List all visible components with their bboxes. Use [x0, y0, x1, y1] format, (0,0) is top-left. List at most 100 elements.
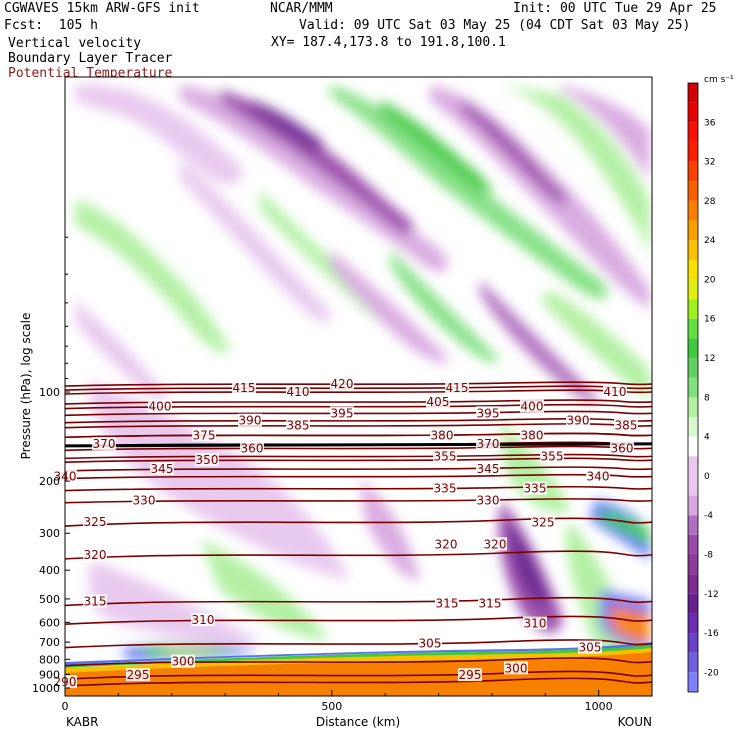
svg-text:320: 320 — [435, 537, 458, 551]
x-tick-label: 500 — [321, 700, 342, 713]
theta-contour — [65, 615, 652, 625]
theta-label: 370 — [92, 437, 116, 451]
theta-label: 415 — [232, 381, 256, 395]
theta-label: 375 — [192, 428, 216, 442]
colorbar-swatch — [688, 299, 698, 319]
theta-label: 345 — [476, 461, 500, 476]
colorbar-swatch — [688, 554, 698, 575]
colorbar-swatch — [688, 161, 698, 182]
svg-text:410: 410 — [604, 385, 627, 399]
tropopause-line — [65, 442, 652, 448]
svg-text:360: 360 — [241, 441, 264, 455]
svg-text:355: 355 — [541, 449, 564, 463]
theta-label: 345 — [150, 461, 174, 476]
svg-text:315: 315 — [436, 596, 459, 610]
theta-label: 330 — [132, 493, 156, 508]
theta-label: 320 — [83, 547, 107, 562]
svg-text:345: 345 — [151, 462, 174, 476]
theta-contour — [65, 399, 652, 405]
theta-label: 315 — [83, 594, 107, 608]
theta-label: 405 — [426, 394, 450, 409]
theta-label: 305 — [418, 636, 442, 651]
colorbar-swatch — [688, 672, 698, 692]
colorbar-swatch — [688, 200, 698, 221]
field-vertical-velocity: Vertical velocity — [8, 36, 142, 51]
colorbar-swatch — [688, 652, 698, 673]
svg-text:420: 420 — [331, 377, 354, 391]
colorbar-swatch — [688, 279, 698, 300]
colorbar-swatch — [688, 83, 698, 103]
theta-label: 335 — [433, 481, 457, 496]
theta-contour — [65, 432, 652, 439]
left-endpoint-label: KABR — [66, 715, 98, 729]
colorbar-swatch — [688, 574, 698, 594]
theta-label: 355 — [540, 449, 564, 463]
svg-text:375: 375 — [193, 428, 216, 442]
theta-label: 315 — [478, 596, 502, 610]
svg-text:305: 305 — [419, 637, 442, 651]
colorbar-swatch — [688, 259, 698, 280]
svg-text:295: 295 — [127, 668, 150, 682]
svg-text:320: 320 — [84, 548, 107, 562]
svg-text:325: 325 — [84, 515, 107, 529]
y-tick-label: 500 — [39, 593, 60, 606]
theta-contour — [65, 473, 652, 480]
colorbar-tick-label: 8 — [704, 393, 710, 403]
colorbar-tick-label: 32 — [704, 158, 715, 168]
colorbar: -20 -16 -12 -8 -4 0 4 8 12 16 20 24 28 32 36 — [687, 82, 719, 693]
svg-text:340: 340 — [587, 470, 610, 484]
theta-label: 380 — [520, 428, 544, 442]
colorbar-swatch — [688, 456, 698, 496]
center-label: NCAR/MMM — [270, 1, 333, 16]
theta-contour — [65, 677, 652, 687]
svg-text:380: 380 — [521, 428, 544, 442]
colorbar-units: cm s⁻¹ — [704, 75, 734, 85]
svg-text:400: 400 — [149, 400, 172, 414]
theta-contour — [65, 453, 652, 460]
colorbar-tick-label: -20 — [704, 668, 719, 678]
svg-text:330: 330 — [133, 494, 156, 508]
theta-label: 305 — [578, 640, 602, 655]
theta-label: 380 — [430, 428, 454, 442]
colorbar-tick-label: 4 — [704, 433, 710, 443]
svg-text:360: 360 — [611, 441, 634, 455]
theta-label: 310 — [191, 613, 215, 627]
theta-label: 385 — [614, 418, 638, 433]
svg-text:415: 415 — [233, 381, 256, 395]
theta-label: 295 — [458, 668, 482, 682]
theta-label: 395 — [476, 406, 500, 420]
svg-text:305: 305 — [579, 641, 602, 655]
svg-text:335: 335 — [434, 482, 457, 496]
init-time: Init: 00 UTC Tue 29 Apr 25 — [513, 1, 717, 16]
theta-contour — [65, 596, 652, 607]
theta-label: 410 — [603, 385, 627, 399]
svg-text:405: 405 — [427, 395, 450, 409]
field-boundary-layer-tracer: Boundary Layer Tracer — [8, 51, 173, 66]
colorbar-tick-label: 36 — [704, 118, 716, 128]
theta-label: 370 — [476, 437, 500, 451]
theta-label: 325 — [531, 515, 555, 530]
svg-text:415: 415 — [446, 381, 469, 395]
svg-text:335: 335 — [524, 482, 547, 496]
svg-text:410: 410 — [287, 385, 310, 399]
forecast-hour: Fcst: 105 h — [4, 18, 98, 33]
theta-contour — [65, 498, 652, 504]
theta-contour — [65, 485, 652, 492]
y-tick-label: 300 — [39, 527, 60, 540]
y-tick-label: 200 — [39, 475, 60, 488]
svg-text:315: 315 — [84, 594, 107, 608]
svg-text:395: 395 — [477, 406, 500, 420]
colorbar-swatch — [688, 338, 698, 359]
theta-contour — [65, 639, 652, 649]
colorbar-frame — [687, 82, 699, 693]
colorbar-swatch — [688, 436, 698, 457]
colorbar-swatch — [688, 122, 698, 142]
x-tick-label: 1000 — [585, 700, 613, 713]
colorbar-tick-label: 24 — [704, 236, 716, 246]
svg-text:385: 385 — [615, 419, 638, 433]
theta-label: 320 — [483, 537, 507, 551]
y-tick-label: 900 — [39, 668, 60, 681]
colorbar-swatch — [688, 534, 698, 555]
